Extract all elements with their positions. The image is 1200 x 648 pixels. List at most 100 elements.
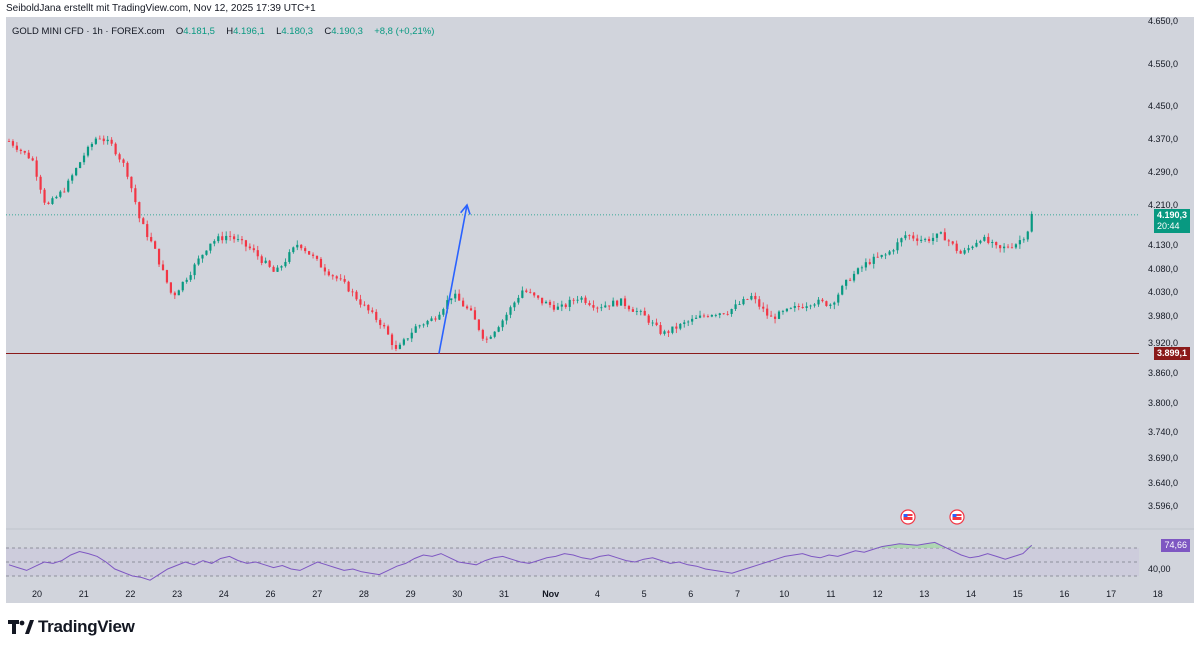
candle-body[interactable] [1018,240,1021,245]
candle-body[interactable] [244,240,248,247]
candle-body[interactable] [55,196,58,199]
candle-body[interactable] [623,298,627,307]
candle-body[interactable] [793,306,796,308]
candle-body[interactable] [856,268,860,274]
candle-body[interactable] [426,320,429,325]
candle-body[interactable] [264,260,267,263]
candle-body[interactable] [679,323,682,329]
candle-body[interactable] [379,319,382,326]
candle-body[interactable] [371,310,374,312]
candle-body[interactable] [422,324,425,326]
candle-body[interactable] [86,146,90,156]
candle-body[interactable] [248,246,251,249]
candle-body[interactable] [738,304,741,305]
candle-body[interactable] [268,260,271,267]
candle-body[interactable] [1030,213,1033,232]
candle-body[interactable] [667,331,670,333]
rsi-line[interactable] [8,541,1033,581]
candle-body[interactable] [848,279,852,281]
candle-body[interactable] [355,291,358,300]
candle-body[interactable] [1006,246,1010,248]
candle-body[interactable] [999,245,1002,249]
candle-body[interactable] [675,326,678,329]
candle-body[interactable] [805,306,808,308]
candle-body[interactable] [943,232,946,241]
candle-body[interactable] [331,275,334,277]
candle-body[interactable] [1010,247,1014,249]
candle-body[interactable] [801,306,804,308]
candle-body[interactable] [572,299,575,301]
candle-body[interactable] [975,242,978,247]
candle-body[interactable] [205,250,208,255]
candle-body[interactable] [209,243,212,251]
candle-body[interactable] [197,258,200,265]
trend-arrow-line[interactable] [438,204,468,354]
candle-body[interactable] [931,237,935,242]
candle-body[interactable] [94,138,97,144]
candle-body[interactable] [683,322,686,324]
candle-body[interactable] [552,304,556,310]
candle-body[interactable] [991,242,994,243]
candle-body[interactable] [59,191,62,197]
chart-canvas[interactable]: 4.650,0 4.550,0 4.450,0 4.370,0 4.290,0 4.210… [6,17,1194,603]
candle-body[interactable] [884,254,887,256]
candle-body[interactable] [588,303,591,306]
candle-body[interactable] [616,300,619,306]
candle-body[interactable] [193,264,196,276]
candle-body[interactable] [983,236,986,241]
candle-body[interactable] [529,291,532,293]
candle-body[interactable] [635,311,638,312]
candle-body[interactable] [402,339,405,345]
candle-body[interactable] [367,304,370,311]
candle-body[interactable] [892,250,895,252]
candle-body[interactable] [418,325,421,327]
candle-body[interactable] [454,293,457,299]
candle-body[interactable] [173,292,176,296]
candle-body[interactable] [327,271,330,276]
candle-body[interactable] [730,309,733,314]
candle-body[interactable] [876,256,879,258]
candle-body[interactable] [7,141,11,142]
candle-body[interactable] [363,304,366,306]
candle-body[interactable] [627,306,631,310]
symbol-name[interactable]: GOLD MINI CFD · 1h · FOREX.com [12,26,165,37]
candle-body[interactable] [213,241,216,244]
candle-body[interactable] [766,308,769,316]
candle-body[interactable] [386,326,390,335]
candle-body[interactable] [758,299,761,307]
candle-body[interactable] [927,238,931,242]
candle-body[interactable] [225,235,228,241]
candle-body[interactable] [872,256,875,264]
candle-body[interactable] [659,325,662,334]
candle-body[interactable] [564,304,567,307]
candle-body[interactable] [304,248,307,252]
candle-body[interactable] [343,279,346,282]
candle-body[interactable] [513,302,516,308]
candle-body[interactable] [406,338,409,340]
candle-body[interactable] [181,281,184,291]
candle-body[interactable] [335,276,338,279]
candle-body[interactable] [912,235,915,239]
candle-body[interactable] [525,290,528,292]
candle-body[interactable] [608,305,611,307]
candle-body[interactable] [311,254,315,256]
candle-body[interactable] [742,299,745,305]
candle-body[interactable] [556,306,559,310]
chart-area[interactable]: 4.650,0 4.550,0 4.450,0 4.370,0 4.290,0 4.210… [6,17,1194,603]
candle-body[interactable] [256,250,259,257]
candle-body[interactable] [493,331,496,337]
candle-body[interactable] [15,145,18,150]
candle-body[interactable] [809,305,812,307]
candle-body[interactable] [359,299,362,305]
candle-body[interactable] [347,281,350,292]
candle-body[interactable] [315,255,319,259]
candle-body[interactable] [288,252,291,262]
candle-body[interactable] [177,290,180,296]
candle-body[interactable] [647,315,650,323]
candle-body[interactable] [75,168,78,176]
candle-body[interactable] [114,143,117,155]
candle-body[interactable] [481,329,484,339]
candle-body[interactable] [1014,244,1018,248]
candle-body[interactable] [726,313,729,315]
candle-body[interactable] [375,311,378,320]
